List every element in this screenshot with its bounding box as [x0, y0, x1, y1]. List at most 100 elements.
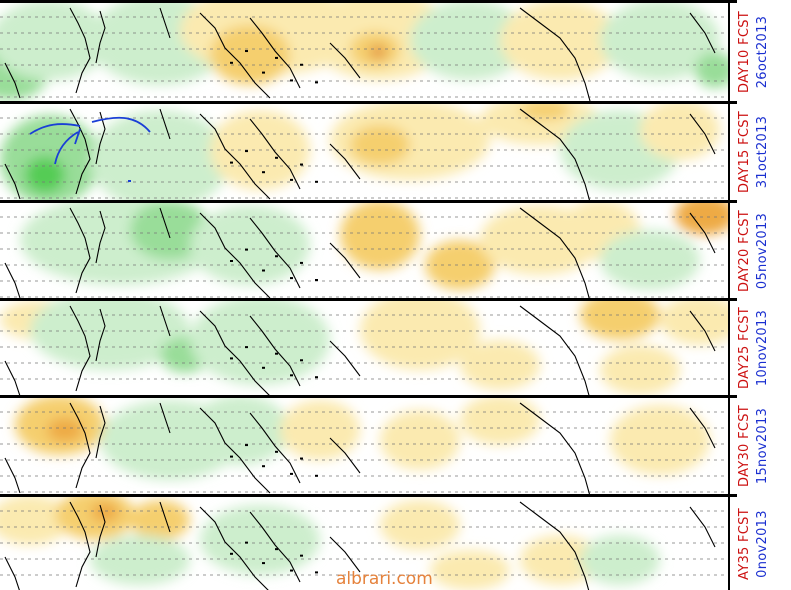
- anomaly-map-1: [0, 3, 729, 101]
- anomaly-region: [600, 3, 720, 80]
- anomaly-region: [675, 203, 729, 235]
- anomaly-region: [190, 398, 290, 465]
- anomaly-region: [600, 230, 700, 290]
- anomaly-region: [200, 505, 320, 575]
- anomaly-region: [350, 125, 410, 165]
- island: [275, 352, 278, 355]
- coastline: [689, 407, 716, 449]
- anomaly-region: [190, 301, 330, 385]
- coastline: [329, 437, 361, 474]
- island: [262, 465, 265, 468]
- coastline: [329, 42, 361, 79]
- island: [290, 569, 293, 572]
- island: [300, 261, 303, 264]
- coastline: [329, 242, 361, 279]
- island: [230, 357, 233, 360]
- island: [315, 81, 318, 84]
- anomaly-region: [210, 25, 290, 85]
- coastline: [199, 506, 269, 590]
- anomaly-map-4: [0, 301, 729, 395]
- anomaly-region: [370, 46, 386, 58]
- coastline: [249, 17, 301, 89]
- coastline: [159, 207, 171, 239]
- wind-arrow-annotation: [74, 128, 81, 145]
- wind-arrow-annotation: [91, 116, 151, 133]
- coastline: [249, 315, 301, 387]
- forecast-day-label: DAY10 FCST: [737, 10, 752, 94]
- coastline: [199, 407, 271, 494]
- panel-label-3: DAY20 FCST 05nov2013: [731, 203, 791, 298]
- island: [262, 171, 265, 174]
- panel-label-5: DAY30 FCST 15nov2013: [731, 398, 791, 494]
- forecast-date-label: 10nov2013: [755, 309, 770, 387]
- anomaly-map-5: [0, 398, 729, 494]
- anomaly-map-6: [0, 497, 729, 590]
- coastline: [689, 12, 716, 54]
- island: [230, 61, 233, 64]
- island: [262, 562, 265, 565]
- coastline: [329, 143, 361, 180]
- forecast-date-label: 0nov2013: [755, 509, 770, 578]
- island: [245, 248, 248, 251]
- anomaly-region: [580, 535, 660, 585]
- anomaly-region: [410, 3, 530, 80]
- forecast-date-label: 15nov2013: [755, 407, 770, 485]
- map-panel-6: [0, 497, 731, 590]
- coastline: [689, 212, 716, 254]
- coastline: [95, 10, 106, 64]
- coastline: [249, 412, 301, 484]
- anomaly-region: [380, 500, 460, 550]
- island: [290, 472, 293, 475]
- island: [315, 571, 318, 574]
- panel-separator: [0, 101, 737, 104]
- panel-separator: [0, 200, 737, 203]
- coastline: [199, 212, 271, 298]
- map-panel-5: [0, 398, 731, 494]
- island: [245, 444, 248, 447]
- island: [290, 374, 293, 377]
- anomaly-region: [90, 110, 230, 200]
- anomaly-region: [30, 301, 190, 370]
- anomaly-map-2: [0, 104, 729, 200]
- island: [300, 457, 303, 460]
- island: [262, 71, 265, 74]
- forecast-day-label: AY35 FCST: [737, 507, 752, 580]
- coastline: [95, 308, 106, 362]
- coastline: [519, 305, 590, 395]
- panel-separator: [0, 0, 737, 3]
- forecast-day-label: DAY30 FCST: [737, 404, 752, 488]
- map-panel-3: [0, 203, 731, 298]
- coastline: [69, 207, 91, 294]
- coastline: [199, 310, 270, 395]
- anomaly-region: [340, 203, 420, 270]
- anomaly-region: [430, 550, 510, 590]
- anomaly-region: [47, 418, 83, 442]
- island: [315, 279, 318, 281]
- anomaly-region: [600, 345, 680, 395]
- coastline: [69, 305, 91, 392]
- coastline: [95, 504, 106, 558]
- island: [262, 269, 265, 272]
- island: [245, 346, 248, 349]
- anomaly-region: [460, 398, 540, 445]
- map-panel-1: [0, 3, 731, 101]
- forecast-date-label: 31oct2013: [755, 115, 770, 189]
- island: [275, 255, 278, 258]
- coastline: [69, 108, 91, 195]
- island: [315, 180, 318, 183]
- coastline: [4, 457, 21, 494]
- anomaly-region: [425, 240, 495, 290]
- panel-label-6: AY35 FCST 0nov2013: [731, 497, 791, 590]
- anomaly-region: [580, 301, 660, 340]
- anomaly-region: [520, 104, 570, 120]
- panel-separator: [0, 298, 737, 301]
- island: [315, 474, 318, 477]
- coastline: [689, 113, 716, 155]
- coastline: [199, 12, 271, 99]
- anomaly-region: [520, 535, 600, 585]
- coastline: [519, 501, 590, 590]
- coastline: [4, 163, 21, 200]
- forecast-day-label: DAY15 FCST: [737, 110, 752, 194]
- coastline: [159, 305, 171, 337]
